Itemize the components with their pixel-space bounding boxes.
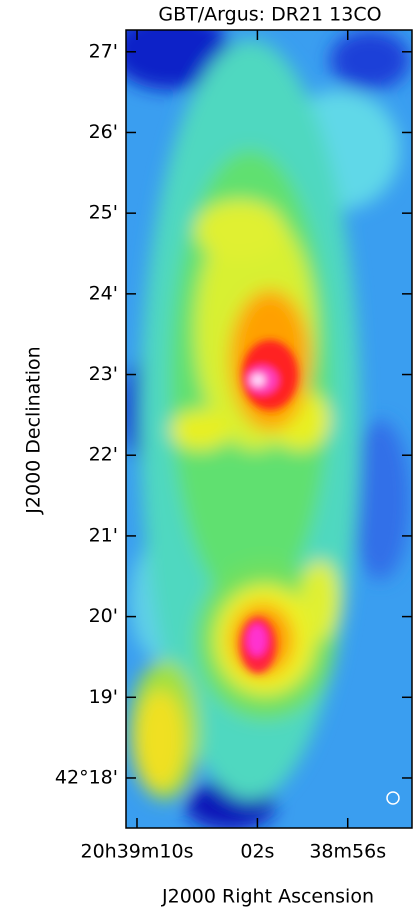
y-tick-label: 25': [89, 202, 118, 224]
y-tick-label: 23': [89, 363, 118, 385]
y-tick-label: 26': [89, 121, 118, 143]
y-tick-label: 20': [89, 605, 118, 627]
y-tick-label: 42°18': [55, 766, 118, 788]
y-tick-label: 27': [89, 40, 118, 62]
y-axis-label: J2000 Declination: [23, 346, 45, 514]
y-tick-label: 21': [89, 524, 118, 546]
x-tick-label: 02s: [240, 841, 274, 863]
y-tick-label: 22': [89, 444, 118, 466]
x-tick-label: 38m56s: [309, 841, 386, 863]
frame: [125, 29, 413, 829]
sky-image: [126, 30, 412, 828]
x-axis-label: J2000 Right Ascension: [161, 886, 374, 908]
y-tick-label: 19': [89, 686, 118, 708]
y-tick-label: 24': [89, 282, 118, 304]
chart-title: GBT/Argus: DR21 13CO: [158, 4, 381, 26]
x-tick-label: 20h39m10s: [80, 841, 193, 863]
